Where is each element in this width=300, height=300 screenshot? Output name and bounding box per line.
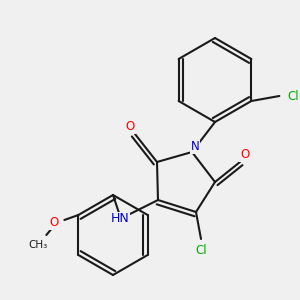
- Text: CH₃: CH₃: [29, 240, 48, 250]
- Text: Cl: Cl: [288, 89, 299, 103]
- Text: HN: HN: [111, 212, 129, 226]
- Text: N: N: [190, 140, 200, 154]
- Text: Cl: Cl: [195, 244, 207, 256]
- Text: O: O: [50, 217, 59, 230]
- Text: O: O: [240, 148, 250, 161]
- Text: O: O: [125, 121, 135, 134]
